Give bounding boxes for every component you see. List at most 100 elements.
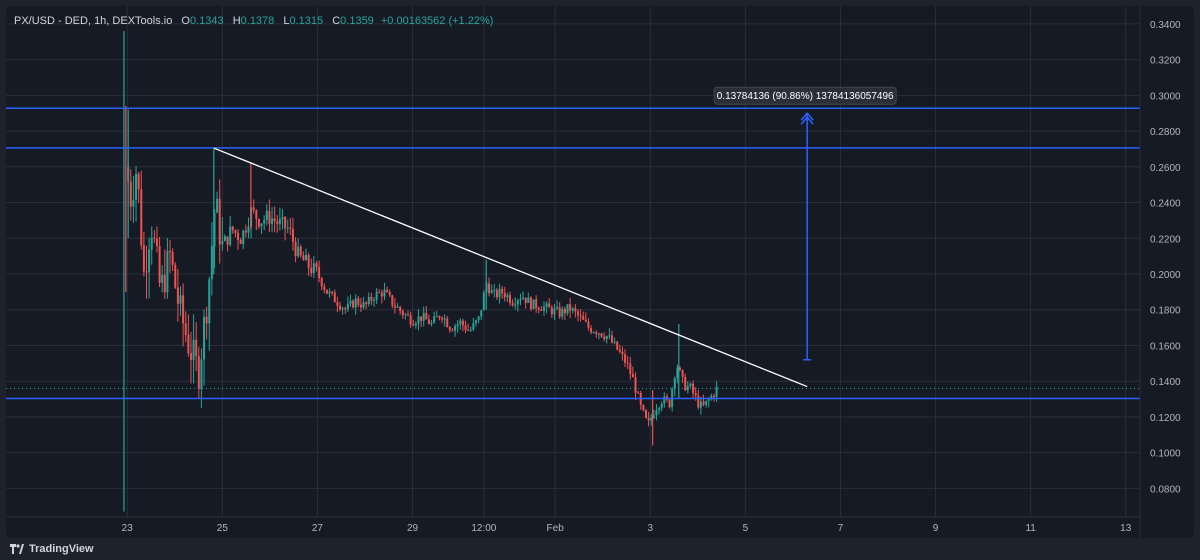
- candle-body: [255, 210, 258, 220]
- price-chart[interactable]: 0.29280.27060.13030.1359 0.13784136 (90.…: [6, 6, 1194, 538]
- candle-body: [184, 323, 187, 335]
- candle-body: [694, 393, 697, 396]
- candle-body: [490, 290, 493, 294]
- candle-body: [576, 311, 579, 316]
- measure-arrow-head[interactable]: [800, 112, 814, 121]
- measure-arrow-head-inner: [800, 116, 814, 125]
- candle-body: [582, 316, 585, 320]
- candle-body: [344, 308, 347, 310]
- candle-body: [320, 278, 323, 287]
- candle-body: [268, 210, 271, 224]
- candle-body: [590, 327, 593, 333]
- candle-body: [346, 303, 349, 310]
- candle-body: [380, 292, 383, 297]
- candle-body: [312, 263, 315, 273]
- candle-body: [545, 303, 548, 307]
- candle-body: [341, 308, 344, 310]
- drawings[interactable]: 0.13784136 (90.86%) 13784136057496: [213, 86, 897, 388]
- candle-body: [239, 239, 242, 245]
- candle-body: [318, 267, 321, 279]
- candle-body: [210, 245, 213, 280]
- horizontal-levels[interactable]: 0.29280.27060.13030.1359: [6, 101, 1185, 406]
- candle-body: [634, 377, 637, 393]
- open-label: O: [181, 15, 190, 27]
- candle-body: [472, 323, 475, 330]
- candle-body: [229, 226, 232, 245]
- candle-body: [179, 295, 182, 304]
- candle-body: [566, 304, 569, 314]
- candle-body: [176, 287, 179, 304]
- low-label: L: [283, 15, 290, 27]
- price-tick-label: 0.1800: [1150, 306, 1181, 317]
- candle-body: [370, 296, 373, 301]
- candle-body: [495, 290, 498, 298]
- candle-body: [435, 316, 438, 318]
- tradingview-brand-text: TradingView: [29, 543, 94, 555]
- candle-body: [506, 295, 509, 298]
- candle-body: [331, 291, 334, 293]
- candle-body: [540, 309, 543, 311]
- candle-body: [396, 306, 399, 308]
- candle-body: [459, 320, 462, 325]
- candle-body: [234, 230, 237, 233]
- candle-body: [522, 297, 525, 300]
- candle-body: [501, 288, 504, 294]
- candle-body: [516, 300, 519, 305]
- candle-body: [563, 308, 566, 314]
- candle-body: [569, 304, 572, 311]
- candle-body: [216, 198, 219, 213]
- candle-body: [213, 212, 216, 246]
- candle-body: [182, 295, 185, 324]
- candle-body: [600, 333, 603, 337]
- candle-body: [553, 308, 556, 315]
- tradingview-logo[interactable]: TradingView: [10, 542, 94, 556]
- candle-body: [150, 237, 153, 250]
- candle-body: [231, 226, 234, 231]
- candle-body: [417, 316, 420, 324]
- chart-frame[interactable]: 0.29280.27060.13030.1359 0.13784136 (90.…: [6, 6, 1194, 538]
- candle-body: [305, 255, 308, 261]
- descending-trendline[interactable]: [213, 147, 808, 388]
- time-tick-label: 11: [1025, 523, 1036, 534]
- price-tick-label: 0.1600: [1150, 341, 1181, 352]
- candle-body: [673, 378, 676, 390]
- candle-body: [310, 267, 313, 273]
- candle-body: [349, 300, 352, 304]
- candle-body: [420, 316, 423, 321]
- candle-body: [302, 255, 305, 261]
- candle-body: [524, 297, 527, 303]
- candle-body: [386, 289, 389, 293]
- time-tick-label: Feb: [547, 523, 565, 534]
- candle-body: [129, 181, 132, 207]
- time-tick-label: 23: [122, 523, 134, 534]
- candle-body: [631, 373, 634, 378]
- candle-body: [158, 245, 161, 283]
- candle-body: [443, 318, 446, 320]
- candle-body: [354, 298, 357, 308]
- candle-body: [441, 317, 444, 320]
- candle-body: [223, 236, 226, 241]
- symbol-title[interactable]: PX/USD - DED, 1h, DEXTools.io: [14, 15, 173, 27]
- candle-body: [587, 321, 590, 328]
- candle-body: [618, 349, 621, 352]
- candle-body: [271, 218, 274, 224]
- candle-body: [430, 322, 433, 325]
- candle-body: [260, 223, 263, 227]
- candle-body: [412, 324, 415, 326]
- price-tick-label: 0.0800: [1150, 484, 1181, 495]
- candle-body: [252, 207, 255, 211]
- candle-body: [550, 307, 553, 315]
- candle-body: [469, 329, 472, 331]
- footer-bar: TradingView: [0, 538, 1200, 560]
- candle-body: [697, 395, 700, 408]
- candle-body: [527, 297, 530, 303]
- candle-body: [142, 245, 145, 272]
- candle-body: [595, 332, 598, 335]
- high-value: 0.1378: [240, 15, 275, 27]
- candle-body: [493, 290, 496, 292]
- candle-body: [650, 417, 653, 421]
- price-tick-label: 0.1400: [1150, 377, 1181, 388]
- candle-body: [652, 415, 655, 418]
- time-tick-label: 29: [407, 523, 419, 534]
- close-value: 0.1359: [340, 15, 374, 27]
